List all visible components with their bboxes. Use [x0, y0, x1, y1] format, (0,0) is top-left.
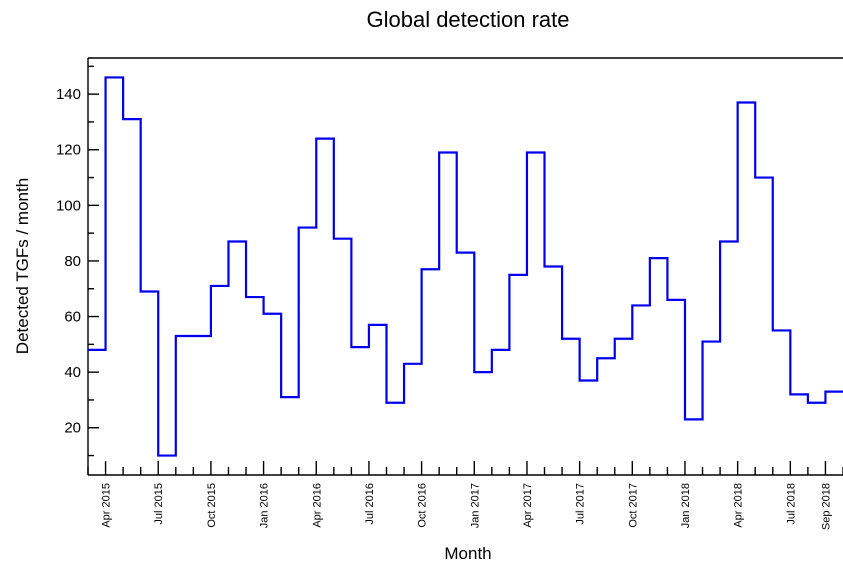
chart-title: Global detection rate — [366, 7, 569, 32]
x-axis-label: Month — [444, 544, 491, 563]
plot-frame — [87, 57, 843, 476]
x-tick-label: Oct 2015 — [206, 483, 218, 528]
x-tick-label: Apr 2016 — [311, 483, 323, 528]
x-tick-label: Sep 2018 — [820, 483, 832, 530]
x-tick-label: Oct 2016 — [417, 483, 429, 528]
x-tick-label: Apr 2015 — [101, 483, 113, 528]
x-tick-label: Jul 2017 — [575, 483, 587, 525]
y-tick-label: 80 — [64, 253, 81, 270]
y-axis-label: Detected TGFs / month — [13, 178, 32, 354]
x-tick-label: Jul 2018 — [785, 483, 797, 525]
x-tick-label: Jan 2016 — [259, 483, 271, 528]
x-tick-label: Jul 2016 — [364, 483, 376, 525]
y-tick-label: 20 — [64, 420, 81, 437]
x-tick-label: Apr 2018 — [733, 483, 745, 528]
x-tick-label: Jan 2018 — [680, 483, 692, 528]
x-axis: Apr 2015 Jul 2015 Oct 2015 Jan 2016 Apr 2016… — [87, 461, 843, 530]
x-tick-label: Apr 2017 — [522, 483, 534, 528]
x-tick-label: Jul 2015 — [153, 483, 165, 525]
y-tick-label: 120 — [56, 142, 81, 159]
y-axis: 20 40 60 80 100 120 140 — [56, 65, 99, 457]
y-tick-label: 140 — [56, 86, 81, 103]
y-tick-label: 40 — [64, 364, 81, 381]
y-tick-label: 60 — [64, 309, 81, 326]
x-tick-label: Jan 2017 — [469, 483, 481, 528]
x-tick-label: Oct 2017 — [627, 483, 639, 528]
series-step-line — [88, 76, 843, 457]
y-tick-label: 100 — [56, 197, 81, 214]
